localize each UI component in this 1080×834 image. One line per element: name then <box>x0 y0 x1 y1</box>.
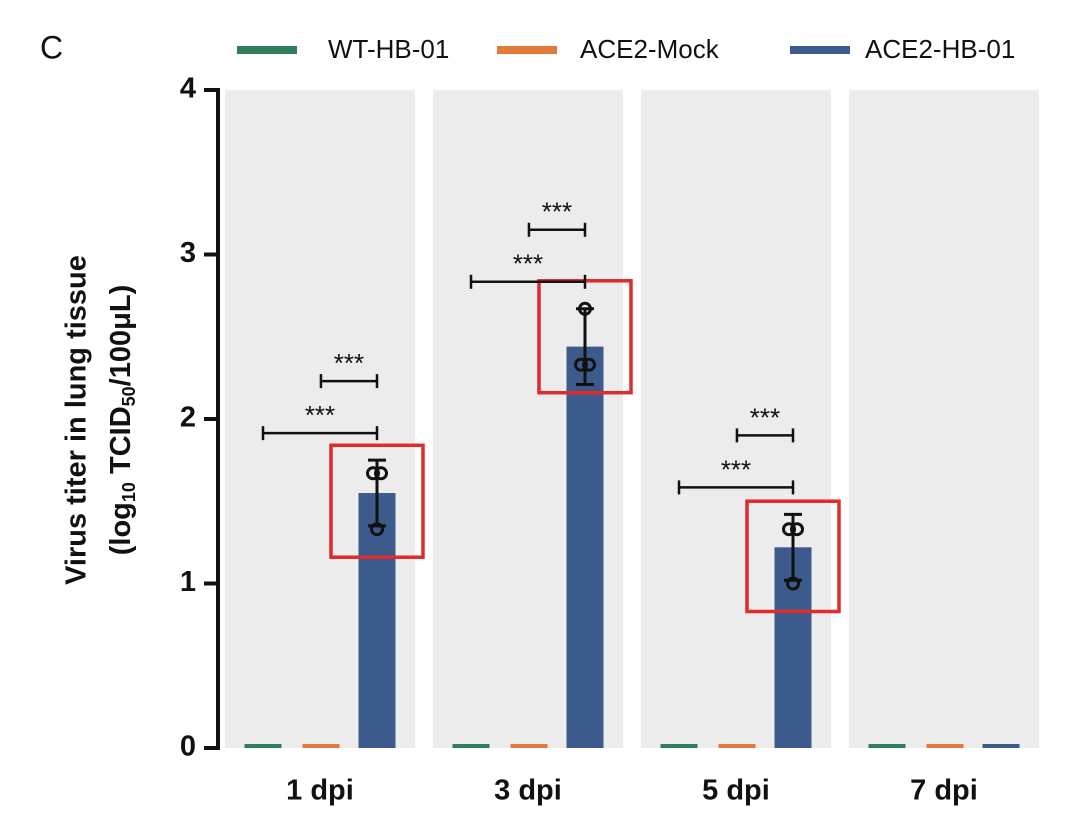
bar <box>244 744 282 748</box>
y-label-sub: 50 <box>119 386 139 406</box>
x-tick-label: 3 dpi <box>494 775 562 807</box>
highlight-box <box>745 499 841 614</box>
sig-label: *** <box>334 348 364 378</box>
data-point <box>782 522 796 537</box>
y-label-part: TCID <box>105 406 137 482</box>
sig-label: *** <box>513 249 543 279</box>
bar <box>358 493 396 748</box>
x-tick-label: 7 dpi <box>910 775 978 807</box>
highlight-box <box>329 443 425 559</box>
bar <box>660 744 698 748</box>
x-tick-label: 1 dpi <box>286 775 354 807</box>
x-tick-label: 5 dpi <box>702 775 770 807</box>
y-label-part: /100μL) <box>105 285 137 387</box>
legend-label: WT-HB-01 <box>328 34 449 64</box>
data-point <box>370 522 384 537</box>
data-point <box>374 466 388 481</box>
y-tick-label: 2 <box>180 402 196 434</box>
sig-label: *** <box>721 454 751 484</box>
bar <box>302 744 340 748</box>
data-point <box>582 357 596 372</box>
bar <box>982 744 1020 748</box>
y-label-line2: (log10 TCID50/100μL) <box>105 285 139 556</box>
legend-swatch <box>790 46 850 54</box>
bar <box>452 744 490 748</box>
legend-label: ACE2-Mock <box>580 34 720 64</box>
y-label-part: (log <box>105 502 137 555</box>
legend-swatch <box>497 46 557 54</box>
data-point <box>366 466 380 481</box>
panel-background <box>849 90 1039 748</box>
legend-swatch <box>237 46 297 54</box>
bar <box>566 346 604 748</box>
y-tick-label: 4 <box>180 73 196 105</box>
sig-label: *** <box>750 402 780 432</box>
data-point <box>786 576 800 591</box>
data-point <box>574 357 588 372</box>
data-point <box>578 301 592 316</box>
bar <box>868 744 906 748</box>
y-label-sub: 10 <box>119 482 139 502</box>
bar <box>926 744 964 748</box>
sig-label: *** <box>305 400 335 430</box>
legend-label: ACE2-HB-01 <box>865 34 1015 64</box>
sig-label: *** <box>542 197 572 227</box>
panel-label: C <box>40 29 63 65</box>
y-tick-label: 0 <box>180 731 196 763</box>
data-point <box>790 522 804 537</box>
y-tick-label: 3 <box>180 237 196 269</box>
y-tick-label: 1 <box>180 566 196 598</box>
y-label-line1: Virus titer in lung tissue <box>61 255 93 585</box>
y-axis-label: Virus titer in lung tissue (log10 TCID50… <box>61 255 139 585</box>
bar <box>510 744 548 748</box>
bar <box>718 744 756 748</box>
